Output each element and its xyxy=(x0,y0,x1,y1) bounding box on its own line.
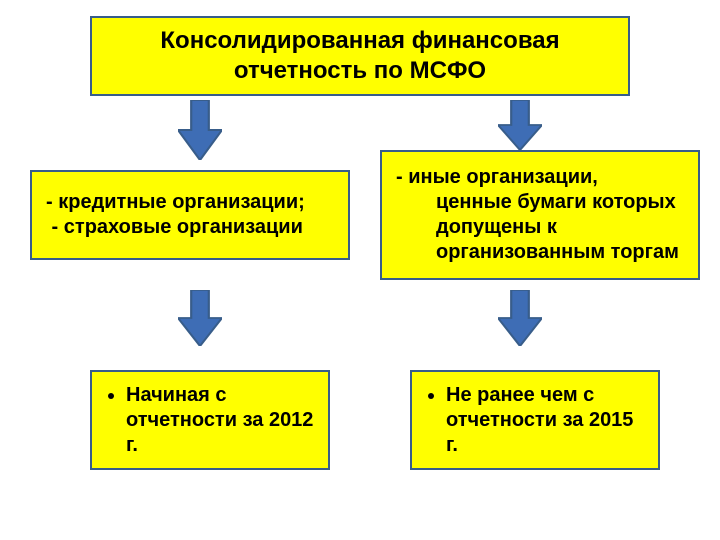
mid-right-line3: допущены к xyxy=(436,215,684,240)
mid-left-line2: - страховые организации xyxy=(46,215,334,240)
diagram-canvas: Консолидированная финансовая отчетность … xyxy=(0,0,720,540)
leaf-right-box: Не ранее чем с отчетности за 2015 г. xyxy=(410,370,660,470)
leaf-right-text: Не ранее чем с отчетности за 2015 г. xyxy=(446,383,644,458)
root-text: Консолидированная финансовая отчетность … xyxy=(106,26,614,86)
mid-left-box: - кредитные организации; - страховые орг… xyxy=(30,170,350,260)
arrow-mid-right xyxy=(498,290,542,346)
arrow-top-left xyxy=(178,100,222,160)
mid-right-box: - иные организации, ценные бумаги которы… xyxy=(380,150,700,280)
mid-right-line2: ценные бумаги которых xyxy=(436,190,684,215)
leaf-left-text: Начиная с отчетности за 2012 г. xyxy=(126,383,314,458)
mid-left-line1: - кредитные организации; xyxy=(46,190,334,215)
leaf-left-box: Начиная с отчетности за 2012 г. xyxy=(90,370,330,470)
arrow-top-right xyxy=(498,100,542,150)
mid-right-line1: - иные организации, xyxy=(396,165,684,190)
root-box: Консолидированная финансовая отчетность … xyxy=(90,16,630,96)
arrow-mid-left xyxy=(178,290,222,346)
mid-right-line4: организованным торгам xyxy=(436,240,684,265)
